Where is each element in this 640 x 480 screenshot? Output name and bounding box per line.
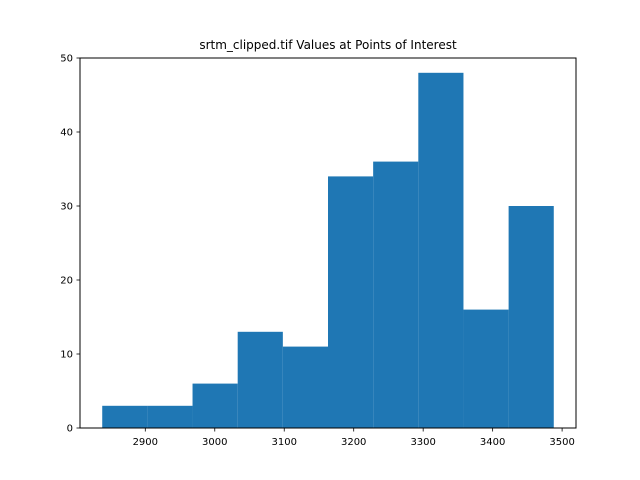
x-tick-label: 3300: [410, 437, 435, 448]
x-tick-label: 3200: [341, 437, 366, 448]
histogram-bar: [192, 383, 238, 428]
y-axis-ticks: 0 10 20 30 40 50: [60, 54, 80, 435]
histogram-bar: [418, 72, 464, 429]
x-tick-label: 3000: [202, 437, 227, 448]
y-tick-label: 30: [60, 202, 73, 213]
x-tick-label: 2900: [133, 437, 158, 448]
histogram-bar: [282, 346, 328, 428]
chart-title: srtm_clipped.tif Values at Points of Int…: [199, 38, 457, 52]
bars-group: [102, 72, 554, 429]
y-tick-label: 50: [60, 54, 73, 65]
plot-area-frame: [79, 57, 577, 429]
histogram-bar: [147, 405, 193, 428]
histogram-bar: [328, 176, 374, 428]
y-tick-label: 20: [60, 276, 73, 287]
histogram-bar: [102, 405, 148, 428]
histogram-bar: [237, 331, 283, 428]
x-axis-ticks: 2900 3000 3100 3200 3300 3400 3500: [133, 428, 575, 448]
histogram-bar: [373, 161, 419, 428]
x-tick-label: 3500: [549, 437, 574, 448]
x-tick-label: 3400: [480, 437, 505, 448]
y-tick-label: 0: [67, 424, 73, 435]
y-tick-label: 10: [60, 350, 73, 361]
x-tick-label: 3100: [272, 437, 297, 448]
histogram-bar: [508, 206, 554, 428]
y-tick-label: 40: [60, 128, 73, 139]
histogram-bar: [463, 309, 509, 428]
